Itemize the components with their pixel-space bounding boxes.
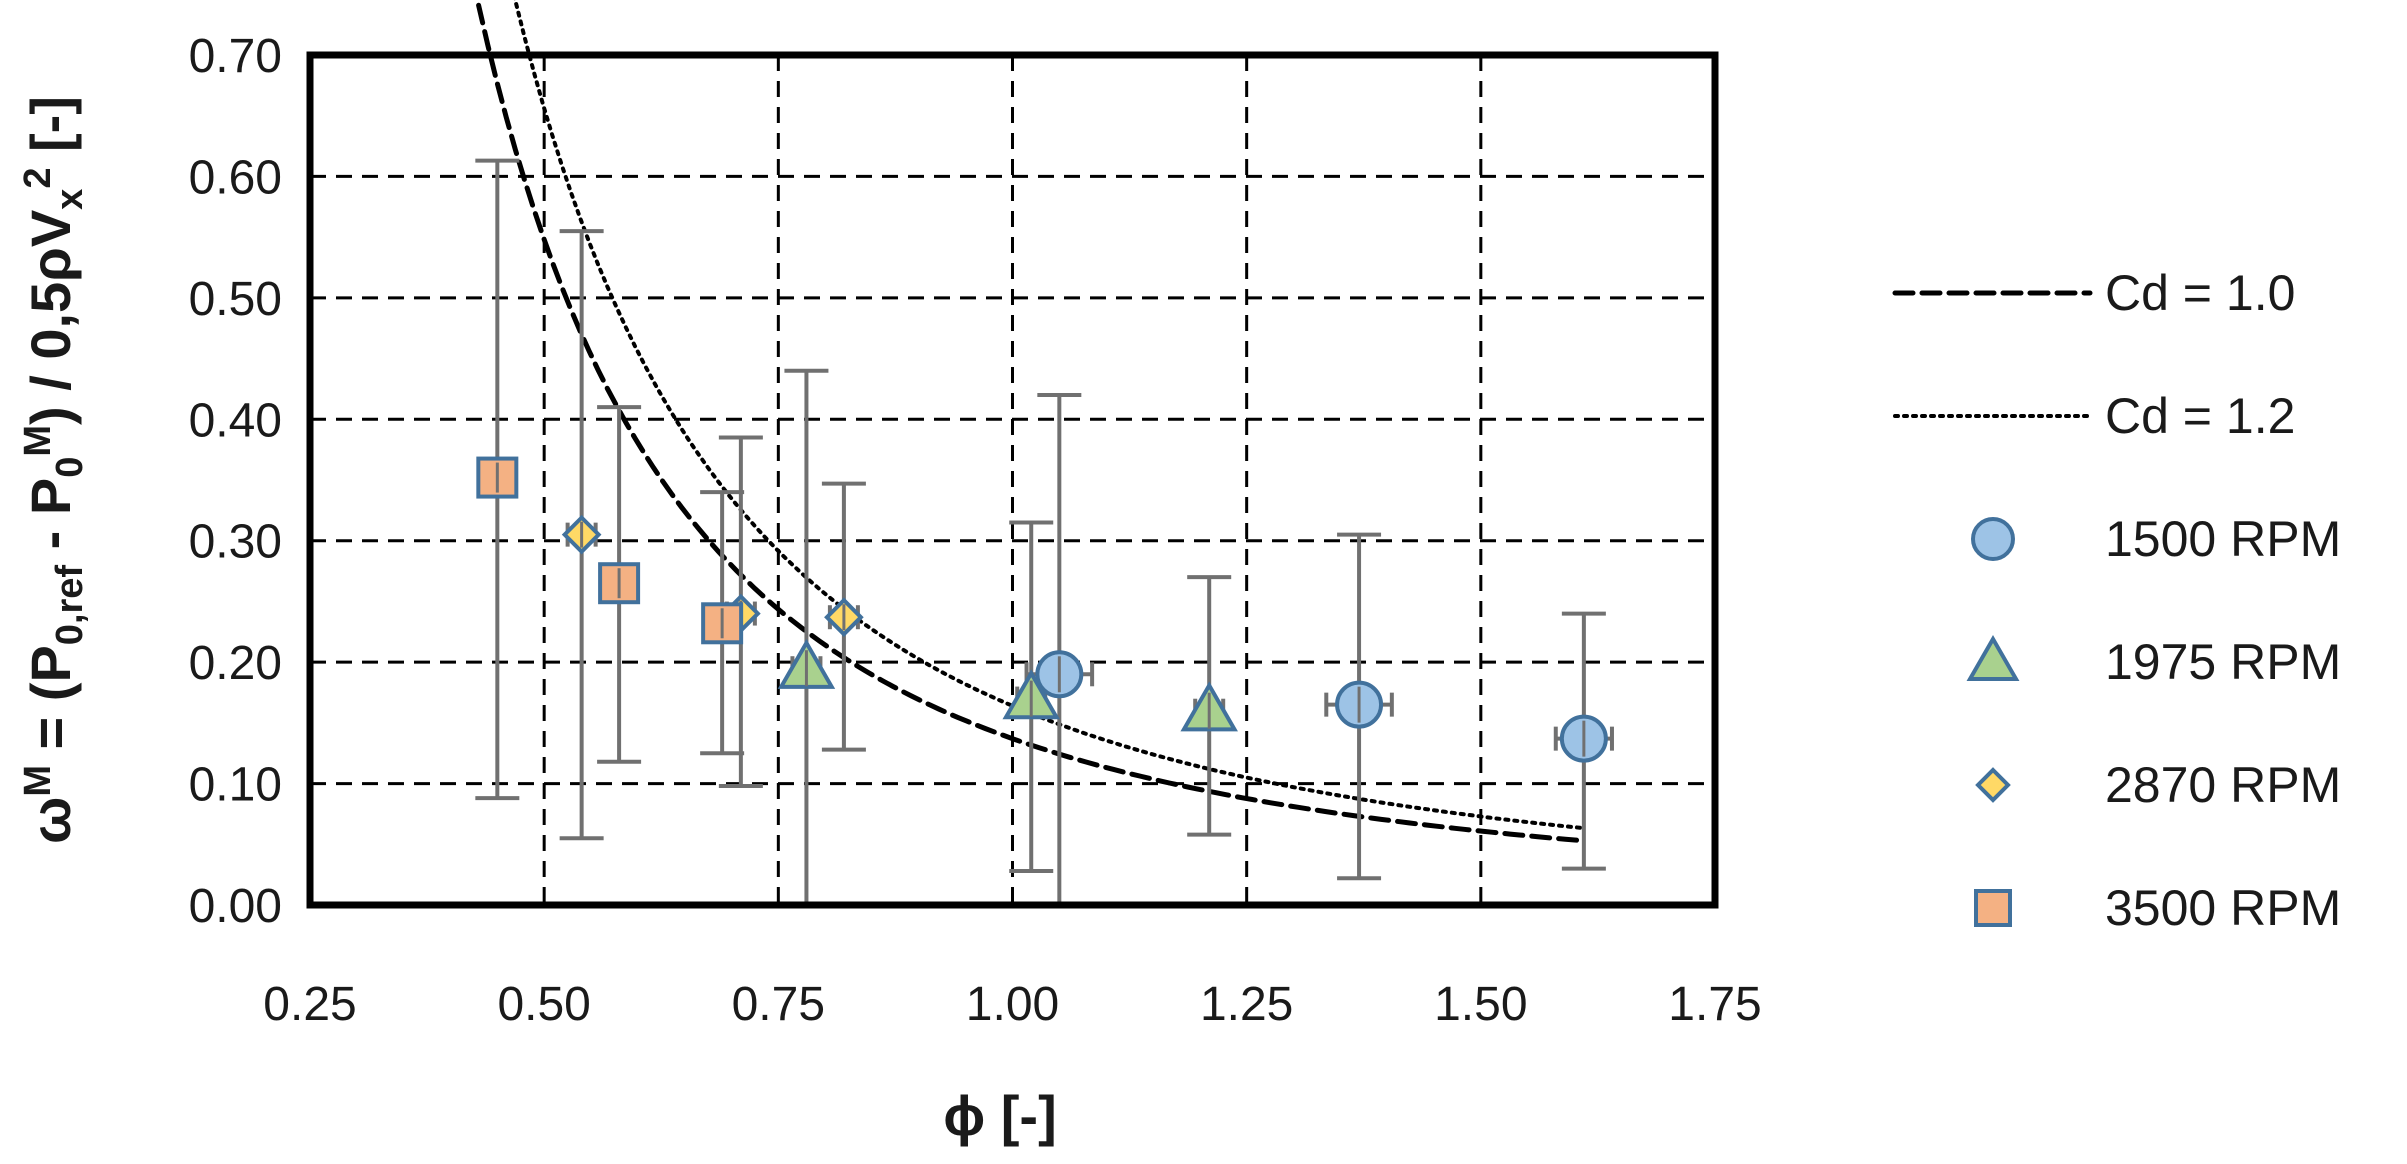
y-tick-labels: 0.00 0.10 0.20 0.30 0.40 0.50 0.60 0.70 <box>189 30 282 933</box>
legend: Cd = 1.0 Cd = 1.2 1500 RPM 1975 RPM 2870 RPM… <box>1892 265 2341 936</box>
legend-swatch-1500-rpm <box>1971 517 2015 561</box>
gridlines <box>310 55 1715 905</box>
data-markers <box>476 456 1608 763</box>
y-tick-label: 0.60 <box>189 151 282 204</box>
y-tick-label: 0.10 <box>189 759 282 812</box>
y-axis-label: ωM = (P0,ref - P0M) / 0,5ρVx2 [-] <box>17 96 91 844</box>
y-tick-label: 0.20 <box>189 637 282 690</box>
svg-text:ωM = (P0,ref - P0M) / 0,5ρVx2: ωM = (P0,ref - P0M) / 0,5ρVx2 [-] <box>17 96 91 844</box>
x-tick-labels: 0.25 0.50 0.75 1.00 1.25 1.50 1.75 <box>263 978 1761 1031</box>
x-tick-label: 1.00 <box>966 978 1059 1031</box>
x-tick-label: 1.25 <box>1200 978 1293 1031</box>
x-tick-label: 1.50 <box>1434 978 1527 1031</box>
legend-label-cd-1-0: Cd = 1.0 <box>2105 265 2295 321</box>
x-axis-label: ϕ [-] <box>943 1084 1056 1147</box>
x-tick-label: 0.25 <box>263 978 356 1031</box>
legend-label-3500-rpm: 3500 RPM <box>2105 880 2341 936</box>
legend-swatch-1975-rpm <box>1966 634 2020 681</box>
y-tick-label: 0.50 <box>189 273 282 326</box>
plot-frame <box>306 51 1719 909</box>
legend-swatch-3500-rpm <box>1974 889 2012 927</box>
legend-label-cd-1-2: Cd = 1.2 <box>2105 388 2295 444</box>
legend-label-1975-rpm: 1975 RPM <box>2105 634 2341 690</box>
x-tick-label: 1.75 <box>1668 978 1761 1031</box>
error-bars <box>475 158 1614 905</box>
y-tick-label: 0.30 <box>189 516 282 569</box>
y-tick-label: 0.00 <box>189 880 282 933</box>
x-tick-label: 0.75 <box>732 978 825 1031</box>
legend-label-2870-rpm: 2870 RPM <box>2105 757 2341 813</box>
y-tick-label: 0.70 <box>189 30 282 83</box>
x-tick-label: 0.50 <box>497 978 590 1031</box>
legend-swatch-2870-rpm <box>1975 767 2011 803</box>
y-tick-label: 0.40 <box>189 394 282 447</box>
legend-label-1500-rpm: 1500 RPM <box>2105 511 2341 567</box>
